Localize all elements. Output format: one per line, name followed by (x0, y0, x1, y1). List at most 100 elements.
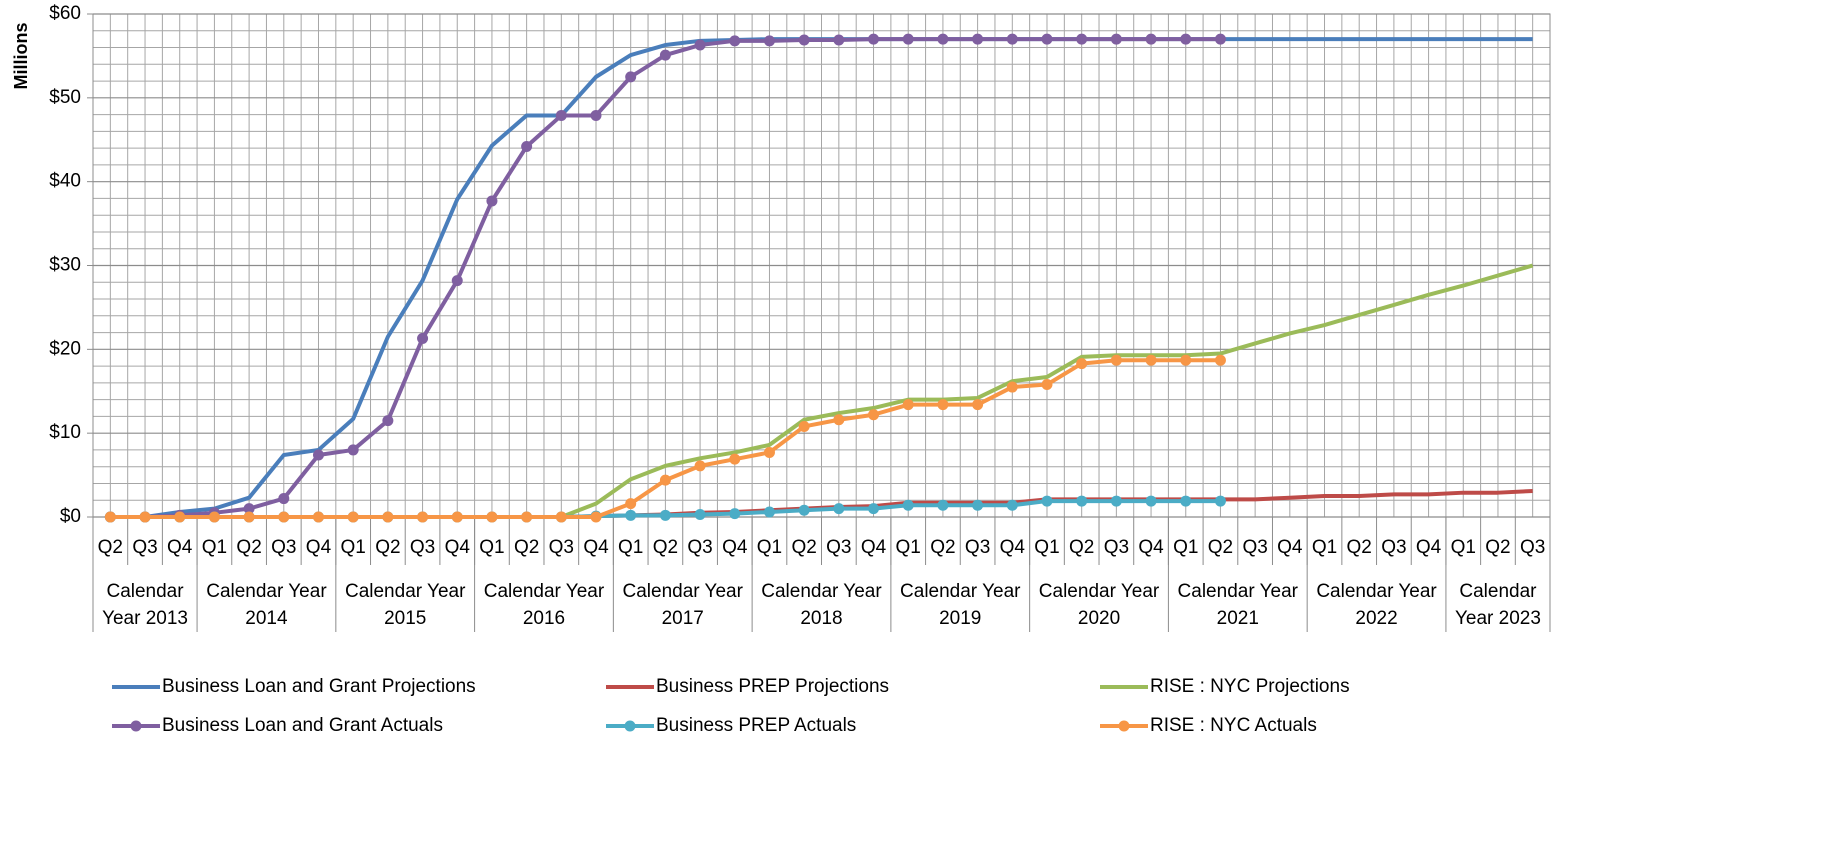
point (1110, 495, 1122, 507)
x-tick-label: Q1 (1312, 537, 1337, 558)
point (1041, 495, 1053, 507)
y-axis-label: Millions (11, 23, 31, 90)
point (868, 503, 880, 515)
point (833, 414, 845, 426)
x-tick-label: Q3 (271, 537, 296, 558)
point (694, 460, 706, 472)
legend-label: Business PREP Projections (656, 676, 889, 697)
point (451, 275, 463, 287)
legend-label: Business PREP Actuals (656, 715, 856, 736)
point (833, 34, 845, 46)
point (972, 499, 984, 511)
point (382, 511, 394, 523)
y-tick-label: $50 (49, 87, 81, 108)
point (972, 33, 984, 45)
x-tick-label: Q1 (618, 537, 643, 558)
y-tick-label: $60 (49, 3, 81, 24)
point (521, 140, 533, 152)
point (1180, 33, 1192, 45)
point (278, 511, 290, 523)
x-tick-label: Q2 (1347, 537, 1372, 558)
point (590, 109, 602, 121)
point (937, 499, 949, 511)
point (1214, 354, 1226, 366)
x-tick-label: Q1 (479, 537, 504, 558)
x-tick-label: Q2 (375, 537, 400, 558)
point (659, 474, 671, 486)
x-tick-label: Q4 (167, 537, 193, 558)
x-tick-label: Q2 (1069, 537, 1094, 558)
x-tick-label: Q3 (410, 537, 435, 558)
point (625, 498, 637, 510)
x-tick-label: Q4 (445, 537, 471, 558)
x-tick-label: Q4 (722, 537, 748, 558)
point (451, 511, 463, 523)
point (1110, 354, 1122, 366)
x-tick-label: Q2 (930, 537, 955, 558)
point (694, 39, 706, 51)
point (312, 449, 324, 461)
point (1076, 495, 1088, 507)
legend-label: RISE : NYC Actuals (1150, 715, 1317, 736)
x-group-label: Calendar Year 2016 (483, 581, 605, 629)
point (1214, 495, 1226, 507)
x-group-label: Calendar Year 2022 (1316, 581, 1437, 629)
x-tick-label: Q4 (1138, 537, 1164, 558)
x-tick-label: Q1 (1173, 537, 1198, 558)
point (1214, 33, 1226, 45)
point (1145, 495, 1157, 507)
point (659, 509, 671, 521)
point (972, 399, 984, 411)
x-group-label: Calendar Year 2019 (900, 581, 1021, 629)
x-tick-label: Q1 (202, 537, 227, 558)
x-tick-label: Q3 (1381, 537, 1406, 558)
legend-label: Business Loan and Grant Projections (162, 676, 476, 697)
x-tick-label: Q3 (1242, 537, 1267, 558)
x-tick-label: Q2 (98, 537, 123, 558)
x-tick-label: Q3 (1520, 537, 1545, 558)
point (694, 508, 706, 520)
x-group-label: Calendar Year 2013 (102, 581, 188, 629)
x-tick-label: Q1 (896, 537, 921, 558)
point (278, 493, 290, 505)
point (937, 399, 949, 411)
point (729, 35, 741, 47)
point (729, 508, 741, 520)
point (521, 511, 533, 523)
point (763, 446, 775, 458)
point (1180, 354, 1192, 366)
x-group-label: Calendar Year 2023 (1454, 581, 1541, 629)
point (1041, 379, 1053, 391)
x-tick-label: Q2 (791, 537, 816, 558)
point (139, 511, 151, 523)
legend-marker (130, 720, 142, 732)
x-group-label: Calendar Year 2014 (206, 581, 327, 629)
point (486, 511, 498, 523)
x-group-label: Calendar Year 2018 (761, 581, 882, 629)
point (1006, 499, 1018, 511)
point (833, 503, 845, 515)
x-tick-label: Q1 (340, 537, 365, 558)
x-tick-label: Q1 (757, 537, 782, 558)
x-group-label: Calendar Year 2017 (622, 581, 743, 629)
point (1110, 33, 1122, 45)
x-tick-label: Q3 (826, 537, 851, 558)
point (1006, 33, 1018, 45)
x-tick-label: Q2 (1485, 537, 1510, 558)
point (417, 332, 429, 344)
point (625, 71, 637, 83)
x-tick-label: Q4 (583, 537, 609, 558)
x-tick-label: Q4 (1000, 537, 1026, 558)
y-tick-label: $20 (49, 338, 81, 359)
y-tick-label: $10 (49, 422, 81, 443)
x-tick-label: Q1 (1034, 537, 1059, 558)
point (555, 109, 567, 121)
point (729, 453, 741, 465)
point (555, 511, 567, 523)
point (243, 503, 255, 515)
point (763, 506, 775, 518)
x-tick-label: Q4 (1416, 537, 1442, 558)
x-tick-label: Q2 (514, 537, 539, 558)
y-tick-label: $40 (49, 171, 81, 192)
